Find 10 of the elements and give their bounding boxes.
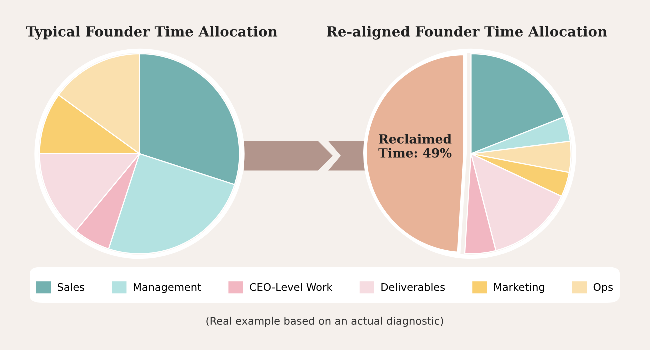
chart-title: Re-aligned Founder Time Allocation [327,26,608,40]
chart-title: Typical Founder Time Allocation [26,26,278,40]
legend-label: Sales [58,283,85,292]
legend-label: Management [134,283,202,294]
legend-label: Deliverables [382,283,446,292]
text: (Real example based on an actual diagnostic) [206,316,444,328]
legend-label: Marketing [494,283,544,294]
legend-label: CEO-Level Work [250,283,333,292]
data-label: Reclaimed Time: 49% [378,134,452,158]
legend-label: Ops [594,283,613,294]
